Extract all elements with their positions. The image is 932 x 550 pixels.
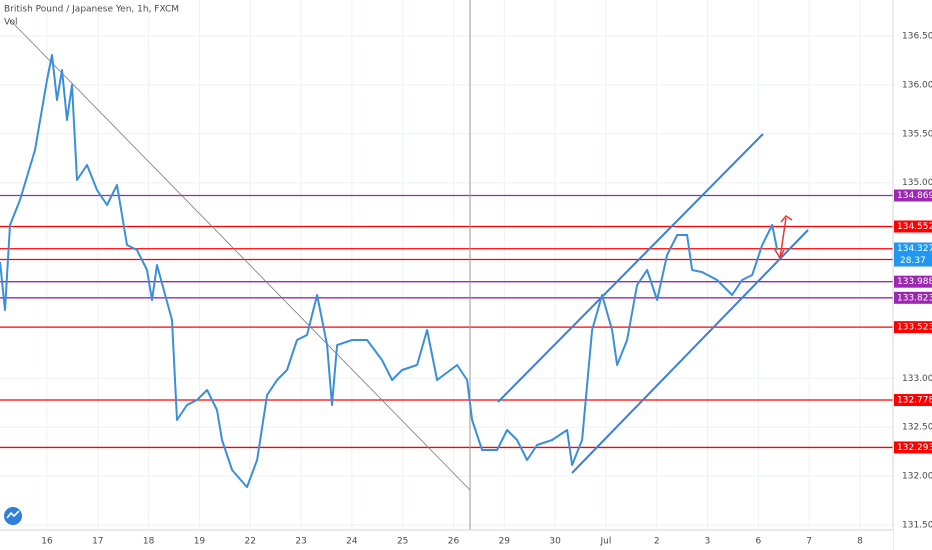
x-tick-label: 2: [654, 537, 660, 547]
level-label: 134.552: [897, 222, 932, 232]
y-tick-label: 133.000: [902, 374, 932, 384]
x-tick-label: 30: [549, 537, 561, 547]
level-label-box: [894, 189, 932, 202]
level-label-box: [894, 275, 932, 288]
y-tick-label: 131.500: [902, 521, 932, 531]
level-label-box: [894, 291, 932, 304]
y-tick-label: 135.500: [902, 129, 932, 139]
level-label: 133.523: [897, 323, 932, 333]
x-tick-label: 19: [194, 537, 206, 547]
level-label: 134.869: [897, 191, 932, 201]
x-tick-label: 7: [806, 537, 812, 547]
x-tick-label: 24: [346, 537, 358, 547]
y-tick-label: 135.000: [902, 178, 932, 188]
x-tick-label: 17: [92, 537, 103, 547]
channel-lower: [571, 229, 809, 474]
x-tick-label: 25: [397, 537, 408, 547]
x-tick-label: 3: [705, 537, 711, 547]
x-tick-label: 26: [448, 537, 460, 547]
x-tick-label: 16: [41, 537, 53, 547]
level-label-box: [894, 321, 932, 334]
plot: [0, 54, 779, 489]
x-tick-label: 22: [245, 537, 256, 547]
levels: [0, 194, 893, 449]
y-tick-label: 132.000: [902, 472, 932, 482]
y-tick-label: 136.500: [902, 31, 932, 41]
channel-upper: [497, 133, 764, 403]
countdown-label: 28.37: [900, 256, 926, 266]
x-tick-label: 23: [295, 537, 306, 547]
x-tick-label: 6: [755, 537, 761, 547]
time-axis: [0, 530, 893, 550]
last-price-box: [894, 242, 932, 267]
x-tick-label: 8: [857, 537, 863, 547]
axes: 131.500 132.000 132.500 133.000 135.000 135.5…: [41, 31, 932, 547]
chart-title: British Pound / Japanese Yen, 1h, FXCM: [4, 5, 179, 15]
x-tick-label: 29: [499, 537, 511, 547]
x-tick-label: 18: [143, 537, 155, 547]
level-label-box: [894, 441, 932, 454]
level-label-box: [894, 394, 932, 407]
trend-line: [9, 19, 471, 491]
last-price-label: 134.327: [897, 244, 932, 254]
logo-mark: [6, 510, 20, 519]
price-line: [0, 54, 779, 489]
level-label: 133.823: [897, 293, 932, 303]
level-label: 132.293: [897, 443, 932, 453]
price-axis: [893, 0, 932, 550]
y-tick-label: 136.000: [902, 80, 932, 90]
x-tick-label: Jul: [599, 537, 611, 547]
level-label: 132.778: [897, 396, 932, 406]
projection-arrow: [773, 215, 793, 259]
level-label: 133.988: [897, 277, 932, 287]
level-label-box: [894, 220, 932, 233]
y-tick-label: 132.500: [902, 423, 932, 433]
volume-label: Vol: [4, 18, 17, 28]
